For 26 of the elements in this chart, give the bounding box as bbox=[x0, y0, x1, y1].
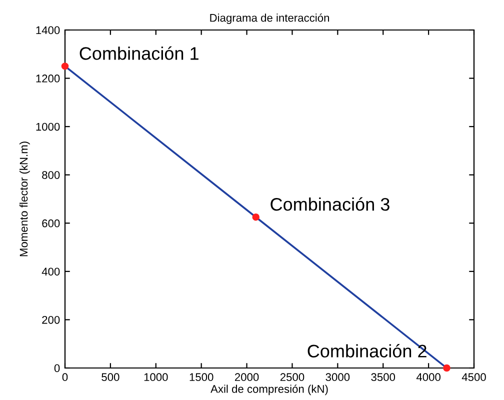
annotation: Combinación 3 bbox=[270, 197, 390, 211]
y-tick-label: 0 bbox=[54, 364, 60, 372]
y-tick-label: 600 bbox=[42, 219, 60, 228]
point bbox=[61, 62, 69, 70]
x-tick-label: 3000 bbox=[326, 373, 350, 382]
chart-title: Diagrama de interacción bbox=[210, 13, 329, 24]
x-tick-label: 1500 bbox=[190, 373, 214, 382]
point bbox=[252, 213, 260, 221]
x-axis-title: Axil de compresión (kN) bbox=[210, 384, 328, 396]
x-tick-label: 500 bbox=[102, 373, 120, 382]
y-tick-label: 800 bbox=[42, 171, 60, 179]
y-axis-title: Momento flector (kN.m) bbox=[20, 142, 30, 256]
annotation: Combinación 1 bbox=[80, 46, 198, 60]
x-tick-label: 3500 bbox=[371, 373, 396, 382]
x-tick-label: 4000 bbox=[416, 373, 440, 382]
y-tick-label: 200 bbox=[42, 316, 60, 324]
x-tick-label: 2000 bbox=[234, 373, 259, 382]
y-tick-label: 400 bbox=[42, 268, 60, 276]
x-tick-label: 4500 bbox=[462, 373, 486, 382]
point bbox=[443, 364, 450, 372]
y-tick-label: 1000 bbox=[36, 122, 60, 131]
y-tick-label: 1400 bbox=[36, 26, 60, 34]
x-tick-label: 0 bbox=[62, 373, 68, 382]
x-tick-label: 1000 bbox=[144, 373, 168, 382]
y-tick-label: 1200 bbox=[36, 74, 60, 82]
x-tick-label: 2500 bbox=[280, 373, 304, 382]
